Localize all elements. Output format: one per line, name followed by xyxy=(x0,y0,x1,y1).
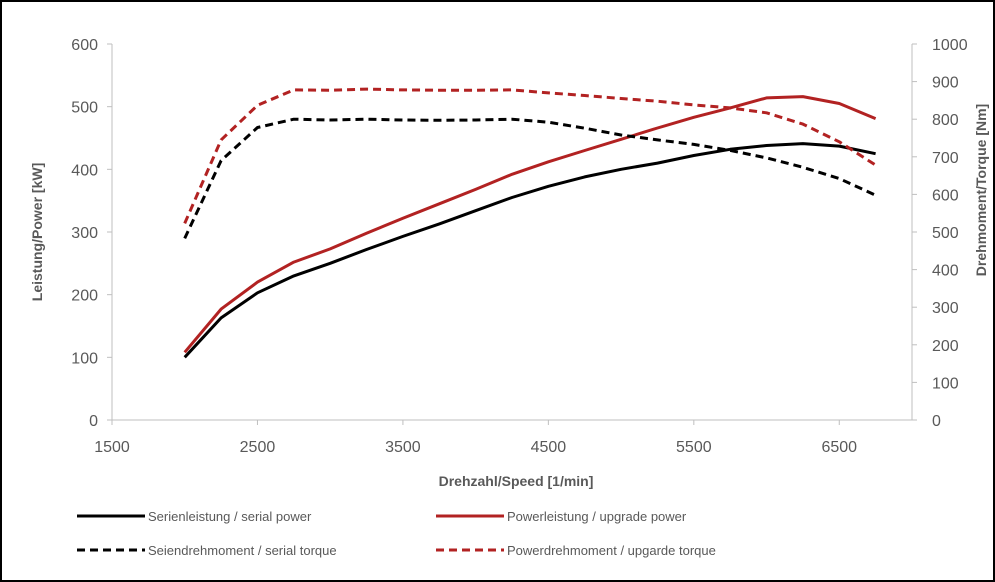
y-tick-label-left: 200 xyxy=(71,288,98,305)
series-line-4 xyxy=(183,87,877,224)
y-axis-title-left: Leistung/Power [kW] xyxy=(29,163,45,301)
y-tick-label-right: 200 xyxy=(932,338,959,355)
y-tick-label-right: 300 xyxy=(932,300,959,317)
series-line-1 xyxy=(183,142,876,359)
legend-label-2: Powerleistung / upgrade power xyxy=(507,509,687,524)
x-tick-label: 5500 xyxy=(676,439,712,456)
legend: Serienleistung / serial power Powerleistu… xyxy=(77,509,716,558)
x-tick-label: 6500 xyxy=(821,439,857,456)
y-tick-label-right: 500 xyxy=(932,225,959,242)
y-tick-label-left: 300 xyxy=(71,225,98,242)
y-tick-label-right: 600 xyxy=(932,187,959,204)
y-axis-title-right: Drehmoment/Torque [Nm] xyxy=(973,104,989,276)
y-tick-label-right: 400 xyxy=(932,263,959,280)
series-line-2 xyxy=(183,95,877,354)
y-tick-label-left: 100 xyxy=(71,350,98,367)
y-tick-label-right: 900 xyxy=(932,75,959,92)
legend-label-3: Seiendrehmoment / serial torque xyxy=(148,543,337,558)
y-tick-label-left: 500 xyxy=(71,100,98,117)
legend-label-4: Powerdrehmoment / upgarde torque xyxy=(507,543,716,558)
x-tick-label: 4500 xyxy=(531,439,567,456)
x-tick-label: 1500 xyxy=(94,439,130,456)
x-tick-label: 2500 xyxy=(240,439,276,456)
y-tick-label-left: 600 xyxy=(71,37,98,54)
y-tick-label-right: 800 xyxy=(932,112,959,129)
x-tick-label: 3500 xyxy=(385,439,421,456)
y-tick-label-right: 700 xyxy=(932,150,959,167)
series-line-3 xyxy=(183,117,877,240)
y-tick-label-right: 100 xyxy=(932,375,959,392)
y-tick-label-left: 400 xyxy=(71,162,98,179)
y-tick-label-left: 0 xyxy=(89,413,98,430)
x-axis-title: Drehzahl/Speed [1/min] xyxy=(439,473,594,489)
y-tick-label-right: 0 xyxy=(932,413,941,430)
y-tick-label-right: 1000 xyxy=(932,37,968,54)
legend-label-1: Serienleistung / serial power xyxy=(148,509,312,524)
